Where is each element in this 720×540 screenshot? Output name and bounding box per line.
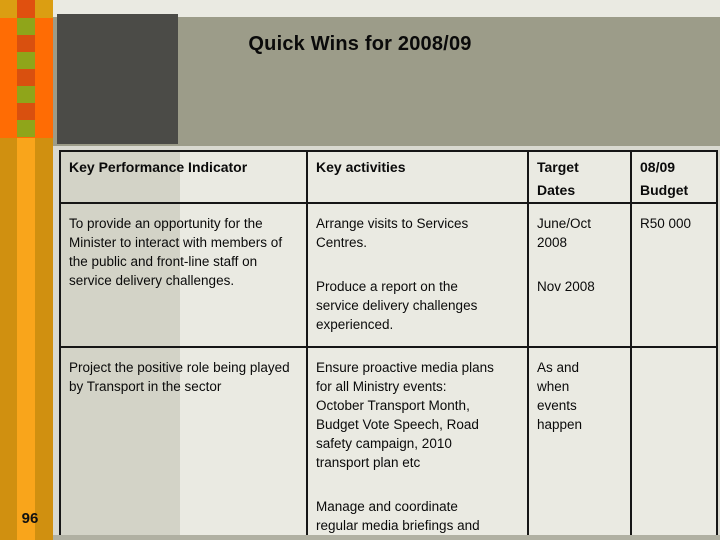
cell-target-dates-2: As and when events happen <box>527 346 632 540</box>
cell-target-dates-1: June/Oct 2008 Nov 2008 <box>527 202 632 348</box>
quick-wins-table: Key Performance Indicator Key activities… <box>59 150 718 540</box>
ornament-square-red <box>17 35 35 52</box>
top-strip <box>53 0 720 17</box>
cell-budget-1: R50 000 <box>630 202 718 348</box>
slide-title: Quick Wins for 2008/09 <box>248 33 472 55</box>
ornament-square-green <box>17 52 35 69</box>
cell-budget-2 <box>630 346 718 540</box>
cell-activities-2: Ensure proactive media plans for all Min… <box>306 346 529 540</box>
ornament-square-red <box>17 0 35 18</box>
column-header-kpi: Key Performance Indicator <box>59 150 308 204</box>
cell-kpi-1: To provide an opportunity for the Minist… <box>59 202 308 348</box>
cell-activities-1: Arrange visits to Services Centres. Prod… <box>306 202 529 348</box>
table-header-row: Key Performance Indicator Key activities… <box>59 150 718 204</box>
column-header-budget: 08/09 Budget <box>630 150 718 204</box>
column-header-activities: Key activities <box>306 150 529 204</box>
cell-kpi-2: Project the positive role being played b… <box>59 346 308 540</box>
below-table-strip <box>53 535 720 540</box>
ornament-square-red <box>17 103 35 120</box>
left-ornament-bar <box>0 0 53 540</box>
page-number: 96 <box>21 510 39 527</box>
table-row: To provide an opportunity for the Minist… <box>59 202 718 348</box>
ornament-square-green <box>17 18 35 35</box>
table-container: Key Performance Indicator Key activities… <box>59 150 718 540</box>
ornament-center-stripe <box>17 138 35 540</box>
table-row: Project the positive role being played b… <box>59 346 718 540</box>
ornament-square-green <box>17 120 35 137</box>
ornament-square-red <box>17 69 35 86</box>
column-header-target-dates: Target Dates <box>527 150 632 204</box>
ornament-square-green <box>17 86 35 103</box>
title-shadow-block <box>57 14 178 144</box>
